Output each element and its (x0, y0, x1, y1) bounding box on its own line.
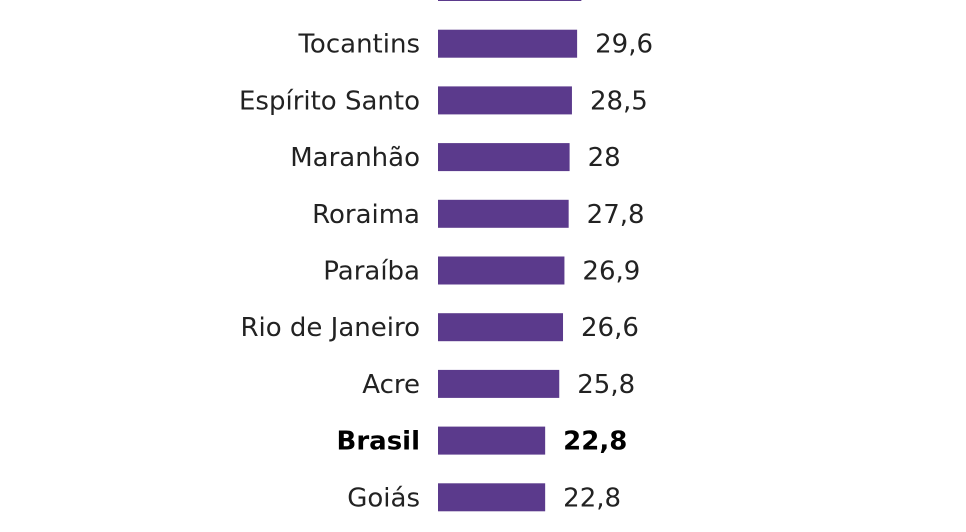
category-label-tocantins: Tocantins (297, 30, 420, 60)
value-label-acre: 25,8 (577, 370, 635, 400)
bar-acre (438, 369, 560, 398)
bar-goias (438, 483, 546, 512)
category-label-rio-de-janeiro: Rio de Janeiro (240, 313, 420, 343)
value-label-goias: 22,8 (563, 483, 621, 513)
category-label-rondonia: Rondônia (299, 0, 420, 3)
bar-espirito-santo (438, 86, 572, 115)
value-label-brasil: 22,8 (563, 427, 627, 457)
category-label-goias: Goiás (347, 483, 420, 513)
category-label-espirito-santo: Espírito Santo (239, 86, 420, 116)
bar-tocantins (438, 29, 578, 58)
value-label-roraima: 27,8 (587, 200, 645, 230)
bar-paraiba (438, 256, 565, 285)
bar-rondonia (438, 0, 582, 1)
value-label-rio-de-janeiro: 26,6 (581, 313, 639, 343)
bar-brasil (438, 426, 546, 455)
value-label-paraiba: 26,9 (582, 257, 640, 287)
category-label-brasil: Brasil (337, 427, 420, 457)
value-label-maranhao: 28 (588, 143, 621, 173)
bar-rio-de-janeiro (438, 313, 564, 342)
category-label-roraima: Roraima (312, 200, 420, 230)
category-label-acre: Acre (362, 370, 420, 400)
category-label-maranhao: Maranhão (290, 143, 420, 173)
bar-roraima (438, 199, 569, 228)
value-label-tocantins: 29,6 (595, 30, 653, 60)
value-label-espirito-santo: 28,5 (590, 86, 648, 116)
chart-marks: Rondônia Tocantins 29,6 Espírito Santo 28,5 M… (239, 0, 653, 513)
category-label-paraiba: Paraíba (323, 257, 420, 287)
bar-maranhao (438, 143, 570, 172)
